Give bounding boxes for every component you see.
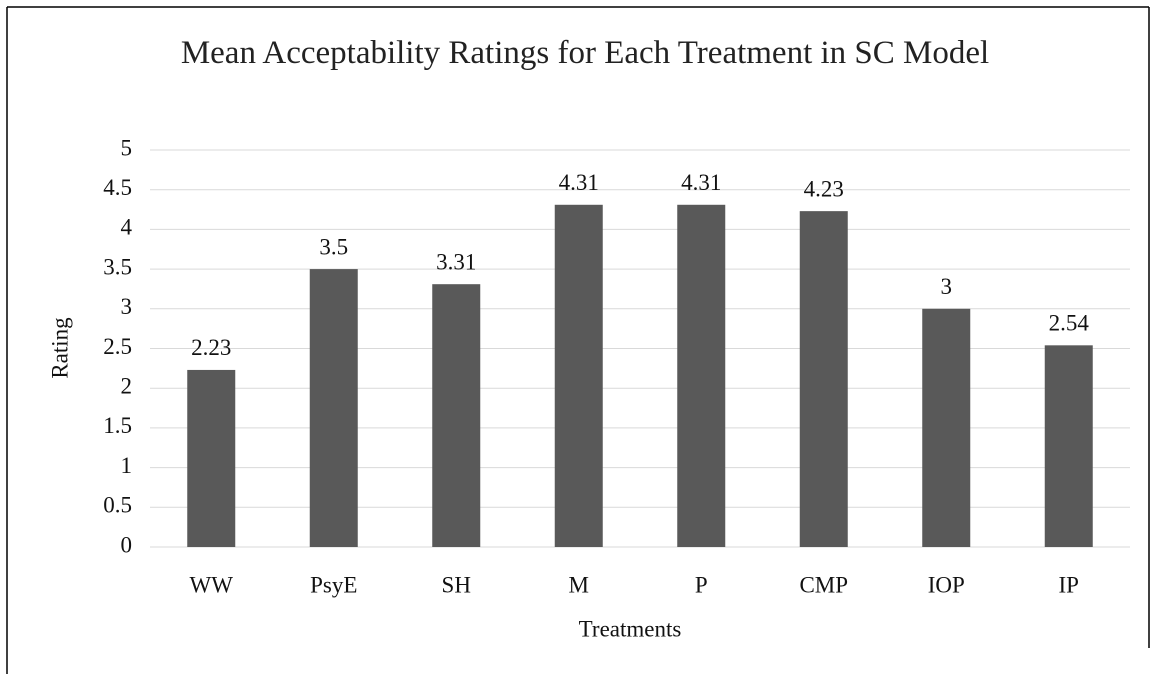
y-tick-label: 1.5	[103, 413, 132, 438]
y-tick-label: 3	[121, 294, 133, 319]
y-tick-label: 2.5	[103, 334, 132, 359]
x-tick-label: CMP	[799, 572, 848, 597]
y-tick-label: 2	[121, 373, 133, 398]
bar	[1044, 345, 1093, 547]
bar	[677, 204, 726, 547]
x-tick-label: IP	[1059, 572, 1079, 597]
data-label: 2.23	[191, 335, 231, 360]
chart-title: Mean Acceptability Ratings for Each Trea…	[180, 35, 990, 71]
x-tick-label: PsyE	[310, 572, 357, 597]
x-tick-label: IOP	[928, 572, 965, 597]
y-axis-title: Rating	[47, 317, 72, 379]
x-tick-label: M	[569, 572, 589, 597]
y-tick-label: 4	[121, 215, 133, 240]
x-axis-title: Treatments	[579, 616, 682, 641]
data-label: 4.31	[559, 170, 599, 195]
x-tick-label: P	[695, 572, 708, 597]
data-label: 2.54	[1049, 311, 1090, 336]
bar	[187, 369, 236, 547]
bar	[799, 211, 848, 547]
bar	[432, 284, 481, 547]
y-tick-label: 4.5	[103, 175, 132, 200]
bar	[922, 308, 971, 547]
y-tick-label: 3.5	[103, 254, 132, 279]
x-tick-label: WW	[190, 572, 234, 597]
bar	[554, 204, 603, 547]
bar	[309, 269, 358, 547]
x-tick-label: SH	[442, 572, 471, 597]
y-tick-label: 0	[121, 532, 133, 557]
data-label: 3.31	[436, 249, 476, 274]
y-tick-label: 0.5	[103, 493, 132, 518]
y-tick-label: 1	[121, 453, 133, 478]
y-tick-label: 5	[121, 135, 133, 160]
data-label: 3	[941, 274, 953, 299]
data-label: 4.23	[804, 176, 844, 201]
data-label: 3.5	[319, 234, 348, 259]
data-label: 4.31	[681, 170, 721, 195]
